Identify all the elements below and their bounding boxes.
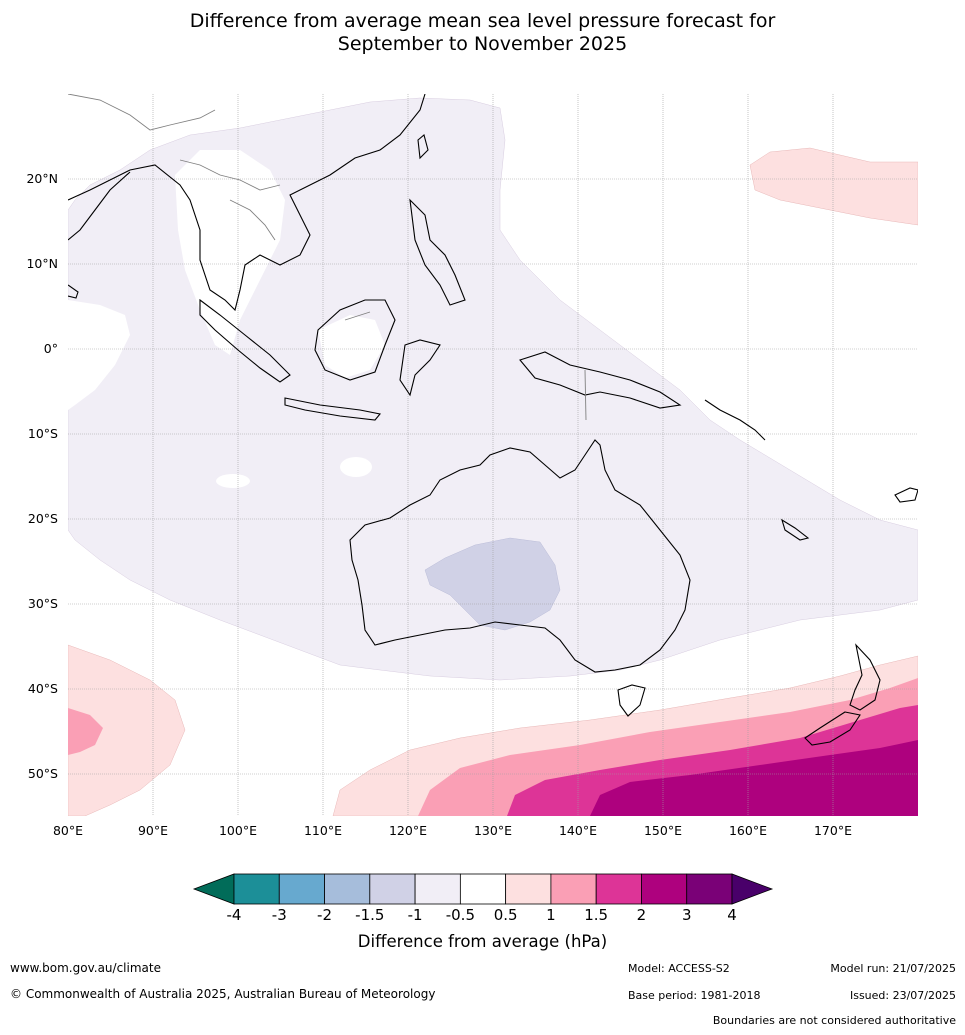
lat-label-20n: 20°N — [26, 171, 58, 186]
philippines-coast — [409, 198, 466, 306]
colorbar-tick-label: 4 — [727, 906, 737, 924]
coastlines — [68, 94, 918, 746]
lat-label-10n: 10°N — [26, 256, 58, 271]
lon-label-140e: 140°E — [558, 823, 597, 838]
colorbar-tick-label: 1.5 — [584, 906, 609, 924]
lat-label-30s: 30°S — [27, 596, 58, 611]
colorbar-tick-label: -2 — [317, 906, 333, 924]
title-line-1: Difference from average mean sea level p… — [189, 10, 776, 32]
footer-model: Model: ACCESS-S2 — [628, 962, 730, 975]
taiwan-coast — [417, 134, 429, 160]
footer-base-period: Base period: 1981-2018 — [628, 989, 761, 1002]
lat-label-0: 0° — [43, 341, 58, 356]
footer-website: www.bom.gov.au/climate — [10, 961, 161, 975]
national-borders — [68, 94, 587, 421]
neutral-region-borneo — [318, 315, 385, 378]
sumatra-coast — [199, 298, 291, 383]
solomon-islands-coast — [704, 399, 766, 441]
lat-label-20s: 20°S — [27, 511, 58, 526]
anomaly-region-plus-half-sw — [68, 644, 186, 816]
neutral-region-seasia — [175, 150, 285, 355]
colorbar-tick-label: -3 — [271, 906, 287, 924]
neutral-region-ocean-2 — [340, 457, 372, 477]
footer-issued: Issued: 23/07/2025 — [849, 989, 956, 1002]
new-zealand-coast — [804, 643, 881, 746]
tasmania-coast — [617, 684, 646, 717]
title-line-2: September to November 2025 — [337, 33, 628, 55]
gridlines — [68, 94, 918, 816]
lon-label-150e: 150°E — [643, 823, 682, 838]
colorbar-tick-label: -0.5 — [445, 906, 475, 924]
new-caledonia-coast — [781, 518, 810, 541]
neutral-region-west — [68, 300, 130, 410]
java-coast — [284, 397, 382, 421]
lon-label-130e: 130°E — [473, 823, 512, 838]
footer-disclaimer: Boundaries are not considered authoritat… — [712, 1014, 956, 1027]
colorbar-tick-label: 1 — [546, 906, 556, 924]
lon-label-100e: 100°E — [218, 823, 257, 838]
colorbar-tick-label: -4 — [226, 906, 242, 924]
anomaly-region-minus-one — [424, 537, 561, 631]
borneo-coast — [314, 299, 396, 381]
lon-label-120e: 120°E — [388, 823, 427, 838]
new-guinea-coast — [519, 351, 682, 409]
sulawesi-coast — [399, 339, 441, 397]
neutral-region-ocean-1 — [216, 474, 250, 488]
sri-lanka-coast — [68, 284, 79, 299]
australia-coast — [349, 439, 691, 673]
lon-label-90e: 90°E — [137, 823, 169, 838]
india-coast — [68, 171, 131, 241]
colorbar-title: Difference from average (hPa) — [357, 932, 608, 951]
anomaly-region-plus-two-south — [590, 740, 918, 816]
lon-label-80e: 80°E — [52, 823, 84, 838]
anomaly-region-plus-half-ne — [749, 147, 918, 226]
colorbar-tick-label: -1 — [407, 906, 423, 924]
lon-label-170e: 170°E — [813, 823, 852, 838]
colorbar-tick-label: -1.5 — [355, 906, 385, 924]
lat-label-10s: 10°S — [27, 426, 58, 441]
colorbar-tick-label: 0.5 — [493, 906, 518, 924]
lat-label-40s: 40°S — [27, 681, 58, 696]
colorbar-tick-label: 2 — [636, 906, 647, 924]
fiji-coast — [894, 487, 918, 503]
footer-model-run: Model run: 21/07/2025 — [830, 962, 956, 975]
asia-mainland-coast — [68, 94, 426, 312]
anomaly-region-plus-one-sw — [68, 708, 103, 755]
footer-copyright: © Commonwealth of Australia 2025, Austra… — [10, 987, 436, 1001]
lon-label-110e: 110°E — [303, 823, 342, 838]
lat-label-50s: 50°S — [27, 766, 58, 781]
lon-label-160e: 160°E — [728, 823, 767, 838]
colorbar-tick-label: 3 — [681, 906, 692, 924]
map-plot-area — [68, 94, 918, 816]
chart-title: Difference from average mean sea level p… — [0, 10, 965, 56]
